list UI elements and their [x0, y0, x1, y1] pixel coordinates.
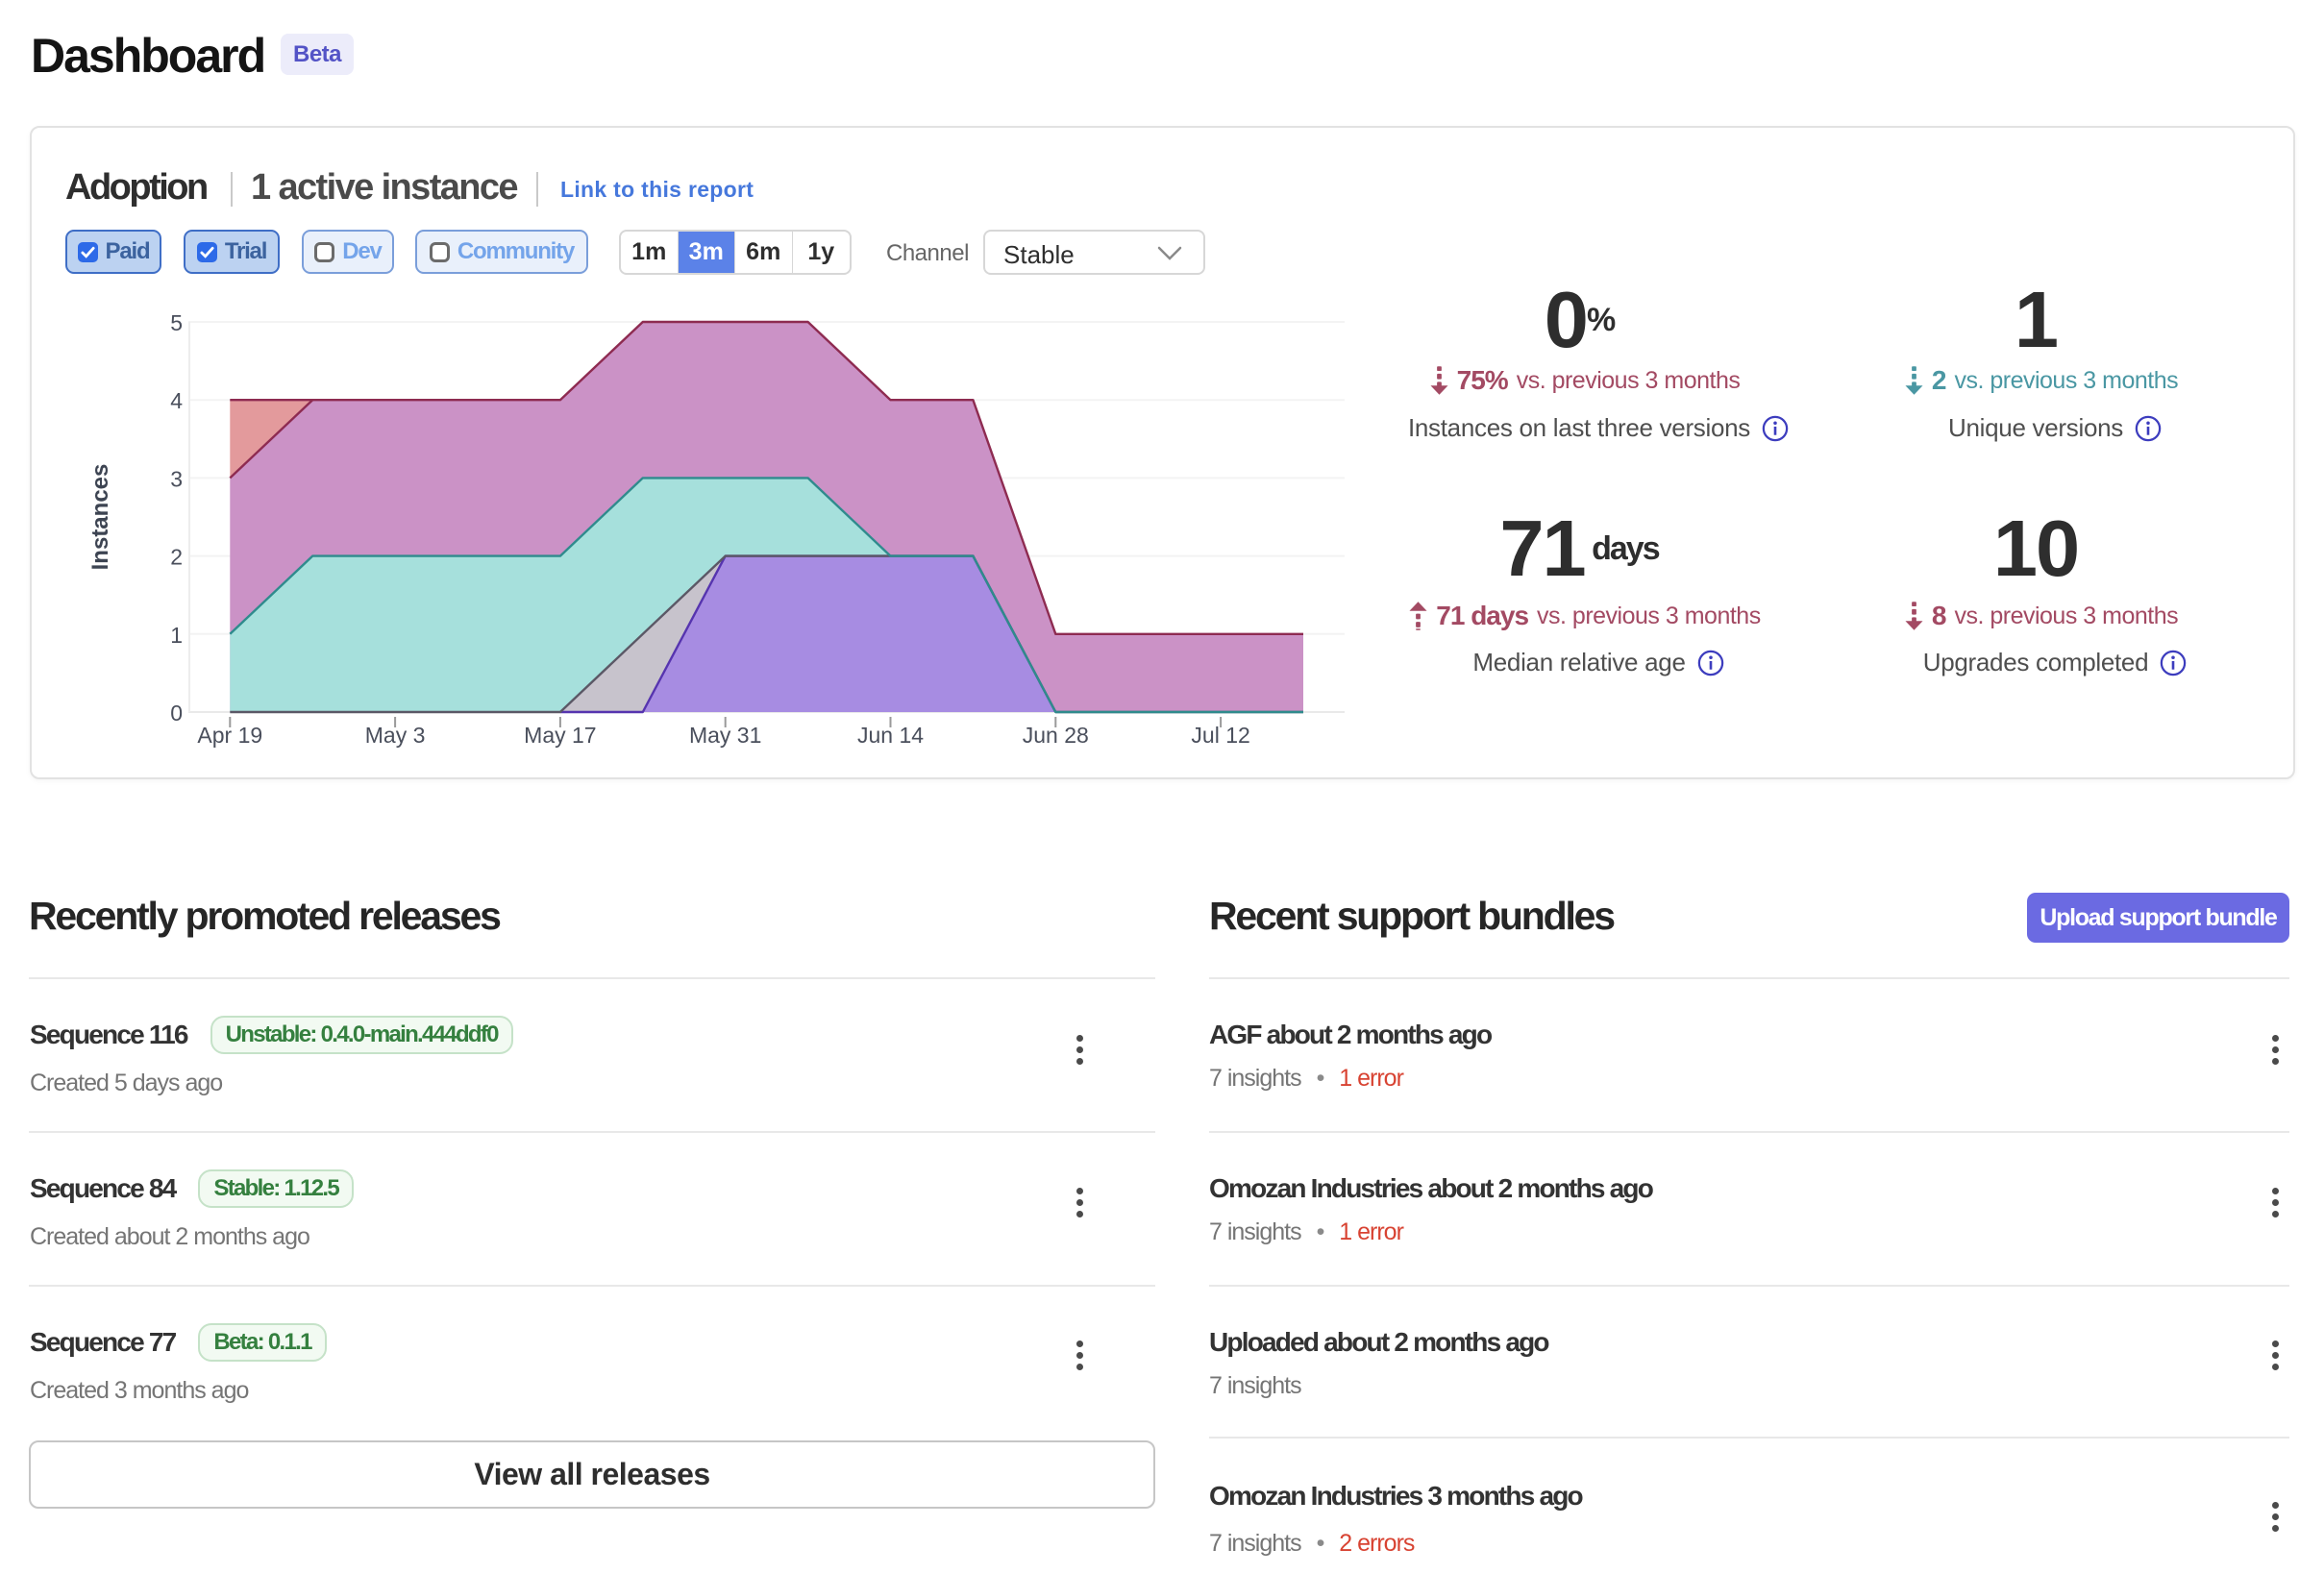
svg-text:Jun 28: Jun 28 — [1023, 723, 1089, 748]
svg-text:1: 1 — [170, 623, 183, 648]
svg-text:Apr 19: Apr 19 — [197, 723, 262, 748]
svg-text:May 31: May 31 — [689, 723, 761, 748]
svg-text:3: 3 — [170, 466, 183, 491]
svg-text:5: 5 — [170, 310, 183, 335]
svg-text:Jul 12: Jul 12 — [1191, 723, 1249, 748]
svg-text:0: 0 — [170, 701, 183, 726]
svg-text:Jun 14: Jun 14 — [857, 723, 924, 748]
svg-text:4: 4 — [170, 388, 183, 413]
svg-text:May 3: May 3 — [365, 723, 426, 748]
svg-text:May 17: May 17 — [524, 723, 596, 748]
svg-text:2: 2 — [170, 545, 183, 570]
svg-text:Instances: Instances — [87, 464, 113, 571]
